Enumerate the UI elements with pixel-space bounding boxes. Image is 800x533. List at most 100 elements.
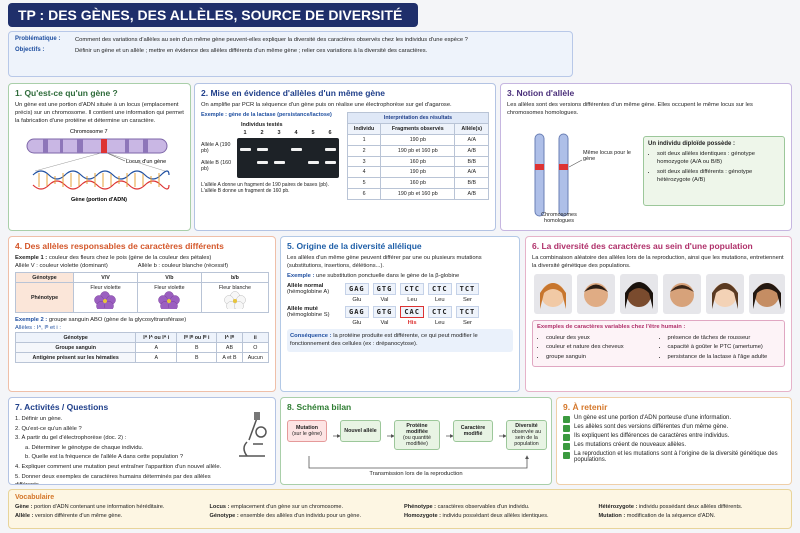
- label: Objectifs :: [15, 47, 45, 54]
- codon: CAC: [400, 306, 424, 319]
- gel: [237, 138, 339, 179]
- cell: A: [135, 352, 178, 364]
- list-item: persistance de la lactase à l'âge adulte: [668, 353, 781, 361]
- check: [563, 433, 570, 441]
- cell: 1: [346, 133, 382, 146]
- cell-text: Fleur violette: [154, 284, 185, 291]
- amino-acid: Leu: [434, 297, 445, 304]
- codon: GTG: [372, 283, 397, 296]
- zoom-lines: [34, 153, 166, 172]
- cell: O: [241, 342, 270, 354]
- key-point: Les allèles sont des versions différente…: [563, 424, 785, 432]
- cell: 190 pb: [380, 133, 456, 146]
- question: 3. À partir du gel d'électrophorèse (doc…: [15, 435, 127, 442]
- faces: [534, 274, 785, 315]
- table-row: Phénotype Fleur violette Fleur violette Fle…: [14, 282, 270, 314]
- example: Exemple : gène de la lactase (persistanc…: [201, 112, 332, 119]
- consequence: Conséquence : la protéine produite est d…: [287, 329, 513, 352]
- vocab-item: Homozygote : individu possédant deux all…: [404, 513, 591, 519]
- section-8: 8. Schéma bilan Mutation (sur le gène) Nou…: [280, 397, 552, 485]
- gel-title: Individus testés: [241, 122, 283, 129]
- flow-box: Caractère modifié: [453, 420, 493, 442]
- section-7: 7. Activités / Questions 1. Définir un g…: [8, 397, 276, 485]
- codon: CTC: [427, 283, 452, 296]
- term: Mutation :: [598, 513, 626, 519]
- sequence: Allèle muté (hémoglobine S) GAG Glu GTG Val CA…: [287, 306, 513, 326]
- label: Allèle muté: [287, 306, 318, 313]
- table-row: Génotype V/V V/b b/b: [14, 272, 270, 284]
- term: Génotype :: [209, 513, 239, 519]
- cell: 190 pb et 160 pb: [380, 188, 456, 201]
- objectives-row: Objectifs : Définir un gène et un allèle …: [15, 47, 566, 55]
- sublabel: (hémoglobine S): [287, 312, 330, 319]
- example: Exemple 1 : couleur des fleurs chez le p…: [15, 254, 269, 262]
- table-row: 3 160 pb B/B: [346, 155, 489, 168]
- question: a. Déterminer le génotype de chaque indi…: [25, 444, 144, 451]
- pointer: [106, 153, 126, 162]
- band: [325, 161, 336, 165]
- band: [308, 161, 319, 165]
- diploid-box: Un individu diploïde possède : soit deux…: [643, 136, 785, 206]
- list: 1. Définir un gène. 2. Qu'est-ce qu'un al…: [15, 415, 230, 484]
- face: [663, 274, 701, 315]
- vocab-item: Gène : portion d'ADN contenant une infor…: [15, 504, 202, 510]
- amino-acid: Ser: [462, 320, 472, 327]
- amino-acid: Leu: [407, 297, 417, 304]
- section-6: 6. La diversité des caractères au sein d…: [525, 236, 792, 392]
- list-item: capacité à goûter le PTC (amertume): [668, 343, 781, 351]
- label: Conséquence :: [290, 333, 332, 340]
- intro: Problématique : Comment des variations d'…: [8, 31, 573, 77]
- box-title: Exemples de caractères variables chez l'…: [537, 324, 686, 331]
- codon: TCT: [455, 306, 480, 319]
- flow-box: Mutation (sur le gène): [287, 420, 327, 442]
- cell: Groupe sanguin: [14, 342, 137, 354]
- band: [257, 161, 268, 165]
- cell: B: [176, 342, 218, 354]
- flower: [158, 290, 181, 311]
- cell: 6: [346, 188, 382, 201]
- face: [620, 274, 658, 315]
- header-cell: b/b: [200, 272, 270, 284]
- list-item: groupe sanguin: [546, 353, 659, 361]
- question: 1. Définir un gène.: [15, 416, 63, 422]
- definition: caractères observables d'un individu.: [437, 504, 530, 510]
- cell-text: Phénotype: [30, 294, 59, 301]
- codon-column: CTC Leu: [400, 283, 424, 303]
- label: Locus d'un gène: [126, 159, 166, 165]
- definition: ensemble des allèles d'un individu pour …: [240, 513, 362, 519]
- section-title: 8. Schéma bilan: [287, 402, 352, 412]
- allele-label: Allèle A (190 pb): [201, 142, 231, 155]
- codon: GAG: [345, 283, 369, 296]
- section-2: 2. Mise en évidence d'allèles d'un même …: [194, 83, 496, 231]
- box-title: Caractère modifié: [460, 425, 486, 437]
- columns: couleur des yeuxcouleur et nature des ch…: [537, 332, 780, 362]
- text: Allèle b : couleur blanche (récessif): [137, 263, 229, 270]
- row: Exemple : gène de la lactase (persistanc…: [201, 112, 489, 204]
- table-row: 6 190 pb et 160 pb A/B: [346, 188, 489, 201]
- text: groupe sanguin ABO (gène de la glycosylt…: [48, 317, 187, 324]
- text: Un gène est une portion d'ADN située à u…: [15, 102, 184, 125]
- question: 2. Qu'est-ce qu'un allèle ?: [15, 425, 82, 432]
- flow-arrows: [308, 434, 529, 469]
- cell: 5: [346, 177, 382, 190]
- box-title: Protéine modifiée: [406, 423, 428, 435]
- cell: A/B: [454, 188, 489, 201]
- section-9: 9. À retenir Un gène est une portion d'A…: [556, 397, 792, 485]
- band: [291, 148, 302, 152]
- table-row: 5 160 pb B/B: [346, 177, 489, 190]
- question: 4. Expliquer comment une mutation peut e…: [15, 464, 222, 471]
- example: Exemple : une substitution ponctuelle da…: [287, 272, 513, 280]
- table-row: Interprétation des résultats: [347, 112, 489, 124]
- sublabel: (hémoglobine A): [287, 289, 330, 296]
- table-row: Individu Fragments observés Allèle(s): [346, 122, 489, 135]
- box-title: Diversité: [515, 423, 538, 429]
- flower-center: [103, 298, 108, 303]
- text: Les allèles sont des versions différente…: [507, 102, 753, 117]
- text: Ils expliquent les différences de caract…: [574, 433, 730, 439]
- amino-acid: Val: [380, 297, 389, 304]
- vocab-item: Phénotype : caractères observables d'un …: [404, 504, 591, 510]
- cell: Fleur violette: [136, 282, 202, 314]
- codon-column: GTG Val: [372, 283, 397, 304]
- text: On amplifie par PCR la séquence d'un gèn…: [201, 102, 452, 108]
- section-4: 4. Des allèles responsables de caractère…: [8, 236, 276, 392]
